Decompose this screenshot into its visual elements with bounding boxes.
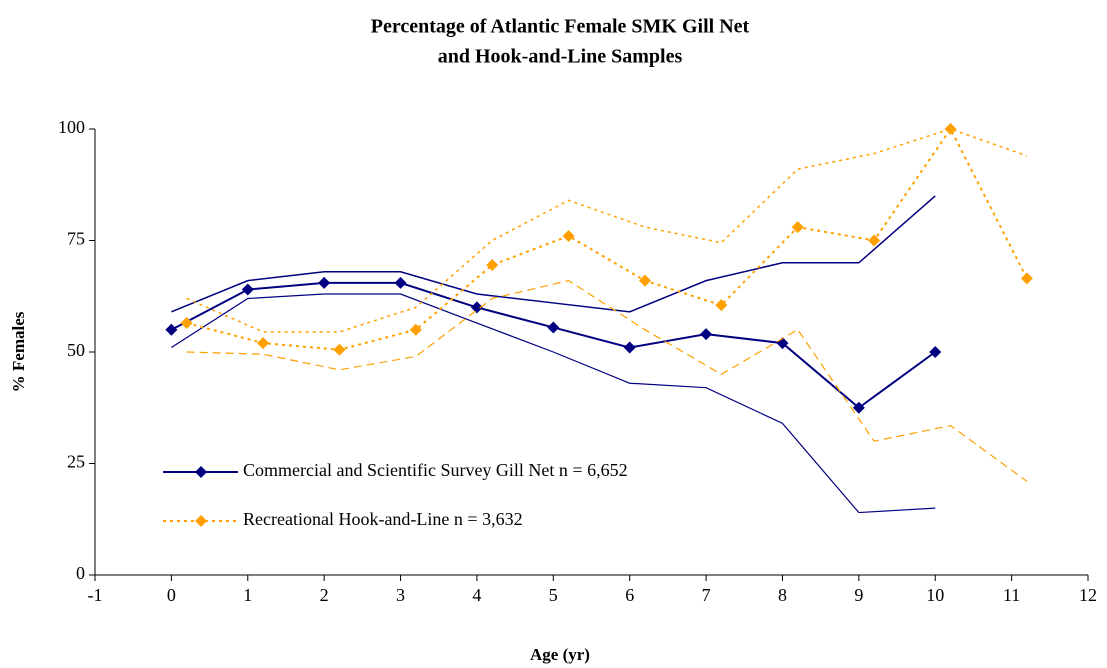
point <box>486 259 499 272</box>
y-tick-label: 75 <box>67 229 85 249</box>
y-tick-label: 100 <box>58 117 85 137</box>
point <box>318 276 331 289</box>
upper-bound-line <box>186 128 1028 333</box>
point <box>241 283 254 296</box>
series-line <box>186 127 1028 351</box>
point <box>470 301 483 314</box>
legend-marker <box>195 515 207 527</box>
x-tick-label: 2 <box>320 585 329 605</box>
lower-bound-line <box>186 279 1028 482</box>
point <box>852 401 865 414</box>
y-tick-label: 0 <box>76 563 85 583</box>
x-tick-label: 10 <box>926 585 944 605</box>
y-axis-title: % Females <box>9 311 28 392</box>
point <box>1020 272 1033 285</box>
chart-title: and Hook-and-Line Samples <box>438 46 683 68</box>
point <box>715 299 728 312</box>
upper-bound-line <box>171 195 936 313</box>
point <box>929 346 942 358</box>
x-tick-label: 1 <box>243 585 252 605</box>
x-tick-label: 12 <box>1079 585 1097 605</box>
x-axis-title: Age (yr) <box>530 645 590 664</box>
legend-marker <box>195 466 207 478</box>
point <box>257 337 270 350</box>
x-tick-label: 0 <box>167 585 176 605</box>
x-tick-label: 8 <box>778 585 787 605</box>
point <box>547 321 560 334</box>
point <box>394 276 407 289</box>
point <box>638 274 651 287</box>
point <box>562 230 575 243</box>
point <box>623 341 636 354</box>
point <box>409 323 422 336</box>
lower-bound-line <box>171 293 936 514</box>
x-tick-label: 11 <box>1003 585 1020 605</box>
legend-label: Commercial and Scientific Survey Gill Ne… <box>243 460 628 480</box>
y-tick-label: 25 <box>67 452 85 472</box>
x-tick-label: 6 <box>625 585 634 605</box>
x-tick-label: 3 <box>396 585 405 605</box>
x-tick-label: 4 <box>472 585 481 605</box>
x-tick-label: 5 <box>549 585 558 605</box>
point <box>791 221 804 234</box>
x-tick-label: -1 <box>88 585 103 605</box>
series-line <box>170 281 936 410</box>
point <box>700 328 713 341</box>
point <box>165 323 178 336</box>
point <box>868 234 881 247</box>
x-tick-label: 7 <box>702 585 711 605</box>
point <box>180 317 193 330</box>
point <box>333 343 346 356</box>
chart-title: Percentage of Atlantic Female SMK Gill N… <box>371 16 750 38</box>
point <box>944 123 957 135</box>
y-tick-label: 50 <box>67 340 85 360</box>
legend-label: Recreational Hook-and-Line n = 3,632 <box>243 509 523 529</box>
x-tick-label: 9 <box>854 585 863 605</box>
